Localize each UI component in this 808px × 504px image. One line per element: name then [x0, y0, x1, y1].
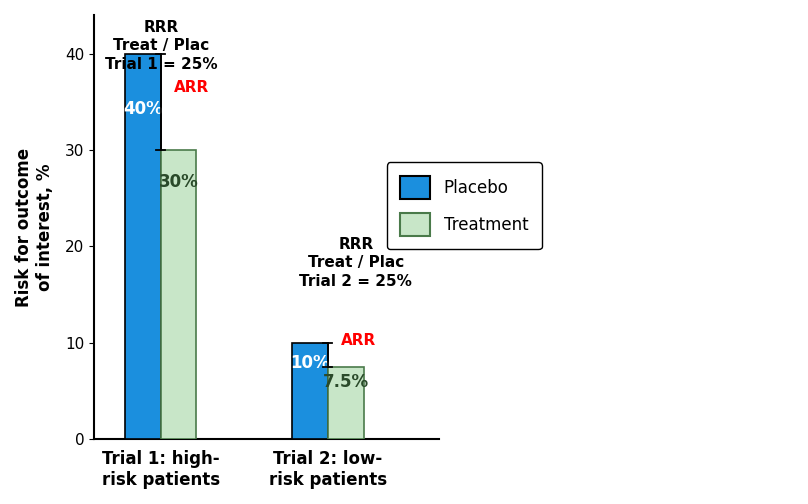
Text: 7.5%: 7.5%: [322, 372, 368, 391]
Text: RRR
Treat / Plac
Trial 1 = 25%: RRR Treat / Plac Trial 1 = 25%: [104, 20, 217, 72]
Y-axis label: Risk for outcome
of interest, %: Risk for outcome of interest, %: [15, 148, 54, 306]
Bar: [292, 343, 328, 439]
Bar: [328, 367, 364, 439]
Text: ARR: ARR: [175, 80, 209, 95]
Text: 10%: 10%: [290, 354, 330, 372]
Bar: [161, 150, 196, 439]
Text: 30%: 30%: [159, 173, 199, 191]
Legend: Placebo, Treatment: Placebo, Treatment: [387, 162, 541, 249]
Text: ARR: ARR: [341, 333, 377, 348]
Bar: [125, 53, 161, 439]
Text: 40%: 40%: [123, 100, 163, 118]
Text: RRR
Treat / Plac
Trial 2 = 25%: RRR Treat / Plac Trial 2 = 25%: [299, 237, 412, 289]
